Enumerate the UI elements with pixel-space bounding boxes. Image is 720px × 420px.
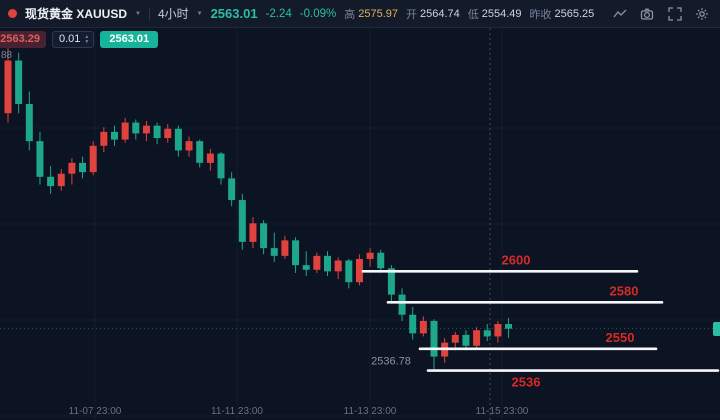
time-axis-label: 11-13 23:00 xyxy=(343,406,397,417)
time-axis-label: 11-07 23:00 xyxy=(68,406,122,417)
toolbar-divider xyxy=(148,7,150,20)
toolbar: 现货黄金 XAUUSD ▼ 4小时 ▼ 2563.01 -2.24 -0.09%… xyxy=(0,0,720,28)
settings-icon[interactable] xyxy=(693,4,712,24)
indicator-icon[interactable] xyxy=(610,4,629,24)
stat-low-label: 低 xyxy=(467,8,479,21)
price-change: -2.24 xyxy=(265,7,292,20)
stat-open-label: 开 xyxy=(406,8,417,21)
svg-text:2550: 2550 xyxy=(606,330,635,345)
price-chart[interactable]: 2600 2580 2550 2536 2536.78 xyxy=(0,28,720,420)
stat-prev-close-label: 昨收 xyxy=(529,8,552,21)
quantity-stepper[interactable]: 0.01 ▲ ▼ xyxy=(52,31,95,48)
stat-low-value: 2554.49 xyxy=(481,7,522,20)
chart-area[interactable]: 2600 2580 2550 2536 2536.78 88 11-07 23:00 11… xyxy=(0,28,720,420)
stepper-arrows-icon[interactable]: ▲ ▼ xyxy=(84,33,90,45)
chevron-down-icon[interactable]: ▼ xyxy=(196,10,203,17)
svg-text:2536: 2536 xyxy=(512,375,541,390)
svg-text:2580: 2580 xyxy=(610,283,639,298)
left-axis-partial-label: 88 xyxy=(1,50,13,61)
stat-high-label: 高 xyxy=(344,8,356,21)
quantity-value: 0.01 xyxy=(59,33,81,45)
quick-trade-widget: 2563.29 0.01 ▲ ▼ 2563.01 xyxy=(0,31,159,48)
time-axis-label: 11-11 23:00 xyxy=(211,406,263,417)
stat-high-value: 2575.97 xyxy=(358,7,398,20)
timeframe-selector[interactable]: 4小时 xyxy=(157,7,189,21)
stat-open-value: 2564.74 xyxy=(420,7,460,20)
stat-high: 高 2575.97 xyxy=(344,6,398,22)
stat-prev-close: 昨收 2565.25 xyxy=(530,6,595,22)
sell-button[interactable]: 2563.29 xyxy=(0,31,46,48)
time-axis-label: 11-15 23:00 xyxy=(475,406,529,417)
stat-open: 开 2564.74 xyxy=(406,6,460,22)
instrument-name[interactable]: 现货黄金 XAUUSD xyxy=(25,7,128,21)
instrument-icon xyxy=(8,9,17,18)
stat-low: 低 2554.49 xyxy=(468,6,522,22)
fullscreen-icon[interactable] xyxy=(665,4,684,24)
stat-prev-close-value: 2565.25 xyxy=(554,7,595,20)
camera-icon[interactable] xyxy=(638,4,657,24)
buy-button[interactable]: 2563.01 xyxy=(100,31,159,48)
current-price-tag xyxy=(713,321,720,336)
last-price: 2563.01 xyxy=(210,6,258,21)
svg-text:2536.78: 2536.78 xyxy=(371,355,411,367)
price-change-pct: -0.09% xyxy=(299,7,337,20)
chevron-down-icon[interactable]: ▼ xyxy=(135,10,141,17)
svg-text:2600: 2600 xyxy=(502,252,531,267)
